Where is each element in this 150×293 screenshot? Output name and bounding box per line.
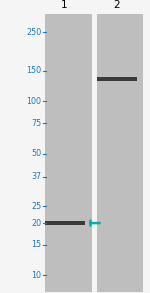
Text: 150: 150 [26,66,42,75]
Bar [45,13,143,292]
Text: 20: 20 [32,219,42,228]
Text: 1: 1 [61,0,68,10]
Text: 25: 25 [31,202,42,211]
Text: 15: 15 [32,240,42,249]
Text: 50: 50 [32,149,42,158]
Text: 37: 37 [32,172,42,181]
Text: 2: 2 [113,0,120,10]
Text: 10: 10 [32,271,42,280]
Text: 75: 75 [31,119,42,128]
Text: 100: 100 [27,97,42,106]
Bar [97,77,137,81]
Bar [45,221,85,225]
Bar [92,13,97,292]
Text: 250: 250 [26,28,42,37]
